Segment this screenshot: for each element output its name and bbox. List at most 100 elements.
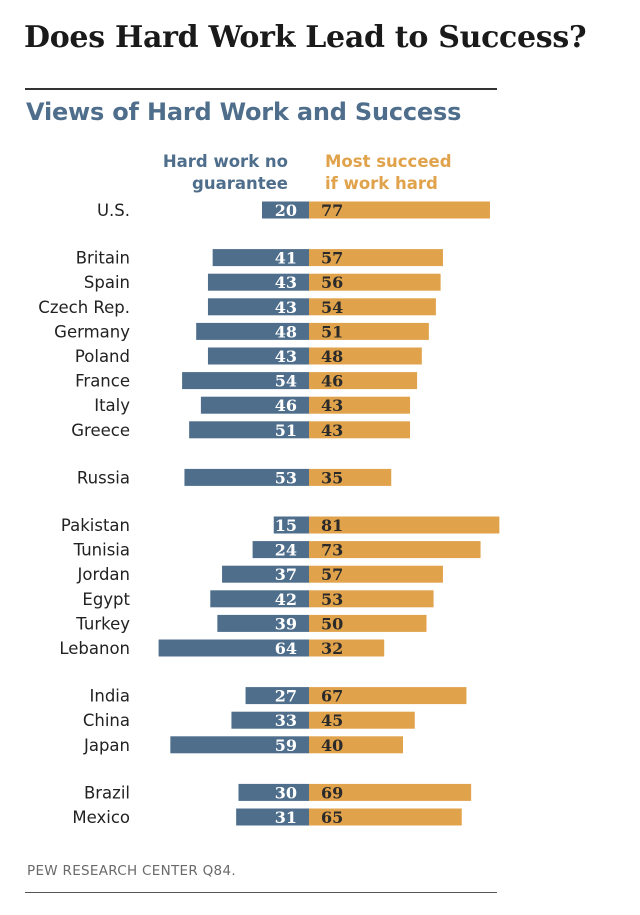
value-no-guarantee-lebanon: 64 (275, 639, 297, 658)
value-no-guarantee-china: 33 (275, 711, 297, 730)
value-succeed-china: 45 (321, 711, 343, 730)
top-divider (25, 88, 497, 90)
source-note: PEW RESEARCH CENTER Q84. (27, 863, 236, 879)
bar-succeed-britain (309, 249, 443, 267)
value-succeed-poland: 48 (321, 347, 343, 366)
value-no-guarantee-jordan: 37 (275, 565, 297, 584)
bar-succeed-tunisia (309, 541, 481, 559)
value-succeed-italy: 43 (321, 396, 343, 415)
value-succeed-japan: 40 (321, 736, 343, 755)
bar-no-guarantee-poland (207, 347, 309, 365)
page-title: Does Hard Work Lead to Success? (24, 20, 587, 55)
value-succeed-india: 67 (321, 687, 343, 706)
value-succeed-turkey: 50 (321, 614, 343, 633)
value-succeed-lebanon: 32 (321, 639, 343, 658)
country-label-china: China (83, 711, 130, 730)
value-succeed-czech-rep: 54 (321, 298, 343, 317)
value-succeed-greece: 43 (321, 421, 343, 440)
country-label-britain: Britain (76, 249, 130, 268)
value-succeed-jordan: 57 (321, 565, 343, 584)
value-succeed-britain: 57 (321, 249, 343, 268)
value-no-guarantee-germany: 48 (275, 322, 297, 341)
country-label-brazil: Brazil (84, 783, 130, 802)
bar-succeed-jordan (309, 565, 443, 583)
country-label-italy: Italy (94, 396, 130, 415)
value-no-guarantee-u-s: 20 (275, 201, 297, 220)
value-no-guarantee-turkey: 39 (275, 614, 297, 633)
bar-no-guarantee-france (182, 372, 309, 390)
bar-succeed-egypt (309, 590, 434, 608)
bar-succeed-u-s (309, 201, 490, 219)
bar-succeed-spain (309, 273, 441, 291)
country-label-russia: Russia (77, 468, 130, 487)
legend-succeed: Most succeed if work hard (325, 151, 452, 195)
bar-no-guarantee-tunisia (252, 541, 309, 559)
bar-no-guarantee-russia (184, 468, 309, 486)
value-no-guarantee-britain: 41 (275, 249, 297, 268)
bar-no-guarantee-india (245, 687, 309, 705)
bar-no-guarantee-u-s (262, 201, 309, 219)
bar-no-guarantee-japan (170, 736, 309, 754)
country-label-poland: Poland (75, 347, 130, 366)
bar-no-guarantee-jordan (222, 565, 309, 583)
country-label-spain: Spain (84, 273, 130, 292)
value-succeed-spain: 56 (321, 273, 343, 292)
bar-succeed-germany (309, 322, 429, 340)
bar-succeed-greece (309, 421, 411, 439)
bar-succeed-italy (309, 396, 411, 414)
legend-no-guarantee-line-1: Hard work no (162, 152, 288, 171)
value-no-guarantee-india: 27 (275, 687, 297, 706)
legend-no-guarantee: Hard work no guarantee (163, 151, 288, 195)
bar-no-guarantee-china (231, 711, 309, 729)
bar-no-guarantee-spain (207, 273, 309, 291)
value-succeed-egypt: 53 (321, 590, 343, 609)
value-succeed-russia: 35 (321, 468, 343, 487)
country-label-u-s: U.S. (97, 201, 130, 220)
country-label-turkey: Turkey (75, 614, 130, 633)
country-label-czech-rep: Czech Rep. (38, 298, 130, 317)
country-label-lebanon: Lebanon (59, 639, 130, 658)
bar-succeed-poland (309, 347, 422, 365)
bar-succeed-india (309, 687, 467, 705)
country-label-japan: Japan (83, 736, 130, 755)
bar-succeed-france (309, 372, 418, 390)
value-succeed-u-s: 77 (321, 201, 343, 220)
legend-succeed-line-2: if work hard (325, 174, 438, 193)
bar-no-guarantee-greece (189, 421, 309, 439)
value-no-guarantee-greece: 51 (275, 421, 297, 440)
value-no-guarantee-russia: 53 (275, 468, 297, 487)
value-succeed-mexico: 65 (321, 808, 343, 827)
value-succeed-tunisia: 73 (321, 541, 343, 560)
country-label-greece: Greece (71, 421, 130, 440)
bar-succeed-czech-rep (309, 298, 436, 316)
country-label-pakistan: Pakistan (61, 516, 130, 535)
value-no-guarantee-italy: 46 (275, 396, 297, 415)
value-no-guarantee-spain: 43 (275, 273, 297, 292)
country-label-germany: Germany (54, 322, 130, 341)
bar-succeed-brazil (309, 783, 472, 801)
bar-no-guarantee-brazil (238, 783, 309, 801)
bar-no-guarantee-lebanon (158, 639, 309, 657)
value-no-guarantee-tunisia: 24 (275, 541, 297, 560)
value-no-guarantee-japan: 59 (275, 736, 297, 755)
country-label-egypt: Egypt (82, 590, 130, 609)
country-label-india: India (90, 687, 131, 706)
bar-no-guarantee-italy (200, 396, 309, 414)
value-no-guarantee-mexico: 31 (275, 808, 297, 827)
country-label-jordan: Jordan (77, 565, 131, 584)
bar-no-guarantee-pakistan (273, 516, 309, 534)
value-no-guarantee-czech-rep: 43 (275, 298, 297, 317)
value-succeed-pakistan: 81 (321, 516, 343, 535)
country-label-mexico: Mexico (72, 808, 130, 827)
value-succeed-france: 46 (321, 372, 343, 391)
bar-no-guarantee-mexico (236, 808, 309, 826)
value-no-guarantee-poland: 43 (275, 347, 297, 366)
country-label-france: France (75, 372, 130, 391)
value-no-guarantee-pakistan: 15 (275, 516, 297, 535)
bar-no-guarantee-britain (212, 249, 309, 267)
value-succeed-brazil: 69 (321, 783, 343, 802)
value-no-guarantee-france: 54 (275, 372, 297, 391)
value-no-guarantee-egypt: 42 (275, 590, 297, 609)
value-succeed-germany: 51 (321, 322, 343, 341)
